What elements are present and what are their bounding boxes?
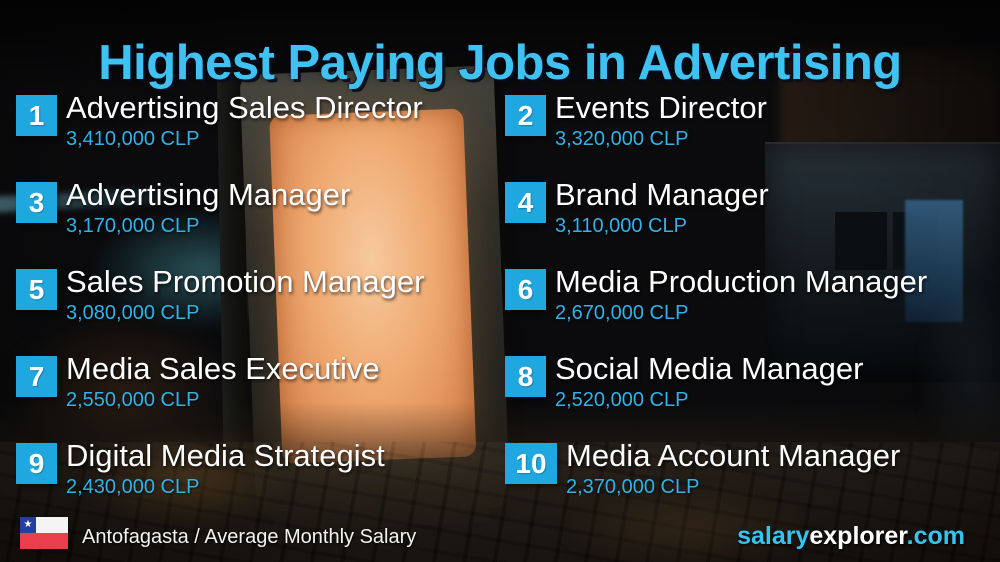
job-title: Sales Promotion Manager (66, 264, 425, 299)
job-title: Brand Manager (555, 177, 769, 212)
job-title: Social Media Manager (555, 351, 864, 386)
top-shade (0, 0, 1000, 88)
job-row: 4 Brand Manager 3,110,000 CLP (505, 177, 991, 264)
brand-explorer: explorer (809, 522, 907, 550)
rank-badge: 6 (505, 269, 546, 310)
brand-salary: salary (737, 522, 810, 550)
job-salary: 3,110,000 CLP (555, 214, 687, 237)
rank-badge: 7 (16, 356, 57, 397)
star-icon: ★ (23, 519, 33, 530)
job-row: 8 Social Media Manager 2,520,000 CLP (505, 351, 991, 438)
rank-badge: 5 (16, 269, 57, 310)
pavement (0, 402, 1000, 562)
job-row: 2 Events Director 3,320,000 CLP (505, 90, 991, 177)
lamp-glow (80, 431, 290, 526)
job-salary: 2,430,000 CLP (66, 475, 200, 498)
flag-canton: ★ (20, 517, 36, 533)
job-text: Social Media Manager 2,520,000 CLP (555, 351, 864, 412)
job-text: Events Director 3,320,000 CLP (555, 90, 767, 151)
job-text: Media Account Manager 2,370,000 CLP (566, 438, 901, 499)
brand-wordmark: salaryexplorer.com (737, 522, 965, 551)
flag-white-stripe (36, 517, 68, 533)
rank-badge: 8 (505, 356, 546, 397)
jobs-column-right: 2 Events Director 3,320,000 CLP 4 Brand … (505, 90, 991, 525)
job-title: Media Account Manager (566, 438, 901, 473)
job-text: Media Production Manager 2,670,000 CLP (555, 264, 928, 325)
location-caption: Antofagasta / Average Monthly Salary (82, 526, 417, 548)
rank-badge: 9 (16, 443, 57, 484)
jobs-column-left: 1 Advertising Sales Director 3,410,000 C… (16, 90, 502, 525)
job-row: 3 Advertising Manager 3,170,000 CLP (16, 177, 502, 264)
flag-top-row: ★ (20, 517, 68, 533)
job-salary: 3,410,000 CLP (66, 127, 200, 150)
cobblestones (0, 442, 1000, 562)
brand-domain: .com (906, 522, 965, 550)
storefront-panel (835, 212, 887, 270)
job-title: Events Director (555, 90, 767, 125)
rank-badge: 1 (16, 95, 57, 136)
rank-badge: 2 (505, 95, 546, 136)
job-text: Advertising Sales Director 3,410,000 CLP (66, 90, 423, 151)
job-text: Advertising Manager 3,170,000 CLP (66, 177, 351, 238)
storefront-screen (905, 200, 963, 322)
job-salary: 2,670,000 CLP (555, 301, 689, 324)
job-row: 6 Media Production Manager 2,670,000 CLP (505, 264, 991, 351)
rank-badge: 3 (16, 182, 57, 223)
flag-red-stripe (20, 533, 68, 549)
job-salary: 2,550,000 CLP (66, 388, 200, 411)
rank-badge: 10 (505, 443, 557, 484)
job-text: Media Sales Executive 2,550,000 CLP (66, 351, 380, 412)
job-salary: 3,170,000 CLP (66, 214, 200, 237)
job-title: Advertising Sales Director (66, 90, 423, 125)
job-title: Media Sales Executive (66, 351, 380, 386)
job-title: Digital Media Strategist (66, 438, 385, 473)
job-salary: 3,080,000 CLP (66, 301, 200, 324)
lamp-glow (555, 487, 825, 562)
job-salary: 2,370,000 CLP (566, 475, 700, 498)
job-text: Sales Promotion Manager 3,080,000 CLP (66, 264, 425, 325)
chile-flag-icon: ★ (20, 517, 68, 549)
job-salary: 2,520,000 CLP (555, 388, 689, 411)
job-title: Media Production Manager (555, 264, 928, 299)
job-salary: 3,320,000 CLP (555, 127, 689, 150)
job-row: 7 Media Sales Executive 2,550,000 CLP (16, 351, 502, 438)
page-title: Highest Paying Jobs in Advertising (98, 35, 902, 90)
job-text: Brand Manager 3,110,000 CLP (555, 177, 769, 238)
job-title: Advertising Manager (66, 177, 351, 212)
job-row: 9 Digital Media Strategist 2,430,000 CLP (16, 438, 502, 525)
rank-badge: 4 (505, 182, 546, 223)
job-row: 10 Media Account Manager 2,370,000 CLP (505, 438, 991, 525)
job-text: Digital Media Strategist 2,430,000 CLP (66, 438, 385, 499)
job-row: 1 Advertising Sales Director 3,410,000 C… (16, 90, 502, 177)
job-row: 5 Sales Promotion Manager 3,080,000 CLP (16, 264, 502, 351)
